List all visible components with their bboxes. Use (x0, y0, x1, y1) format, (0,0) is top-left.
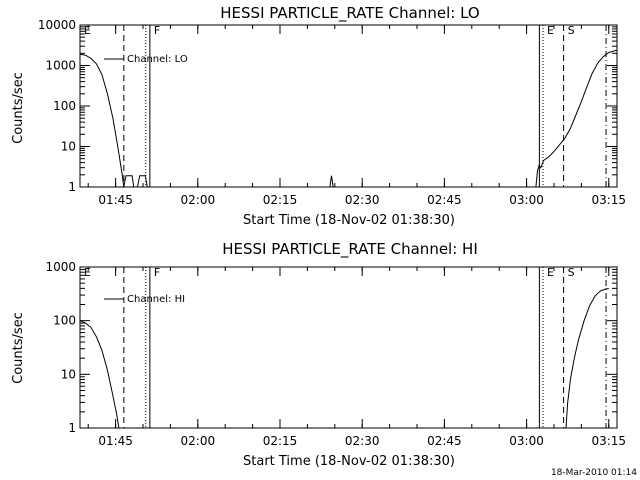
y-tick-label: 1000 (45, 59, 76, 73)
chart-panel-lo: HESSI PARTICLE_RATE Channel: LO Counts/s… (11, 4, 626, 228)
plot-frame (79, 24, 618, 188)
y-tick-label: 10 (61, 140, 76, 154)
x-tick-label: 02:15 (263, 434, 298, 448)
x-tick-label: 01:45 (98, 434, 133, 448)
x-tick-label: 03:00 (509, 434, 544, 448)
y-tick-label: 100 (53, 99, 76, 113)
chart-panel-hi: HESSI PARTICLE_RATE Channel: HI Counts/s… (11, 240, 626, 469)
y-axis-label: Counts/sec (11, 72, 26, 144)
series-line-segment (535, 49, 618, 188)
y-tick-label: 1 (68, 421, 76, 435)
x-tick-label: 02:00 (181, 434, 216, 448)
event-marker-label: S (568, 266, 575, 279)
x-tick-label: 02:45 (427, 193, 462, 207)
x-tick-label: 02:15 (263, 193, 298, 207)
event-marker-label: S (568, 24, 575, 37)
y-tick-label: 10000 (38, 18, 76, 32)
chart-title: HESSI PARTICLE_RATE Channel: HI (222, 240, 478, 259)
event-marker-label: E (84, 24, 91, 37)
x-tick-label: 02:00 (181, 193, 216, 207)
plot-frame (79, 266, 618, 429)
legend-label-lo: Channel: LO (127, 54, 188, 65)
series-line-segment (329, 175, 334, 188)
x-axis-label: Start Time (18-Nov-02 01:38:30) (243, 454, 455, 469)
x-tick-label: 02:30 (345, 193, 380, 207)
y-axis-label: Counts/sec (11, 312, 26, 384)
x-axis-label: Start Time (18-Nov-02 01:38:30) (243, 213, 455, 228)
event-marker-label: F (154, 266, 160, 279)
chart-title: HESSI PARTICLE_RATE Channel: LO (220, 4, 479, 23)
x-tick-label: 03:15 (591, 193, 626, 207)
series-line-segment (565, 288, 609, 429)
y-tick-label: 1 (68, 180, 76, 194)
legend-label-hi: Channel: HI (127, 294, 185, 305)
x-tick-label: 02:45 (427, 434, 462, 448)
series-line-segment (123, 175, 148, 188)
series-line-segment (79, 53, 125, 188)
y-tick-label: 100 (53, 314, 76, 328)
event-marker-label: E (547, 24, 554, 37)
event-marker-label: E (84, 266, 91, 279)
footer-timestamp: 18-Mar-2010 01:14 (551, 468, 637, 478)
y-tick-label: 10 (61, 367, 76, 381)
event-marker-label: E (547, 266, 554, 279)
x-tick-label: 03:15 (591, 434, 626, 448)
series-line-segment (79, 320, 120, 429)
y-tick-label: 1000 (45, 260, 76, 274)
x-tick-label: 01:45 (98, 193, 133, 207)
event-marker-label: F (154, 24, 160, 37)
x-tick-label: 02:30 (345, 434, 380, 448)
x-tick-label: 03:00 (509, 193, 544, 207)
